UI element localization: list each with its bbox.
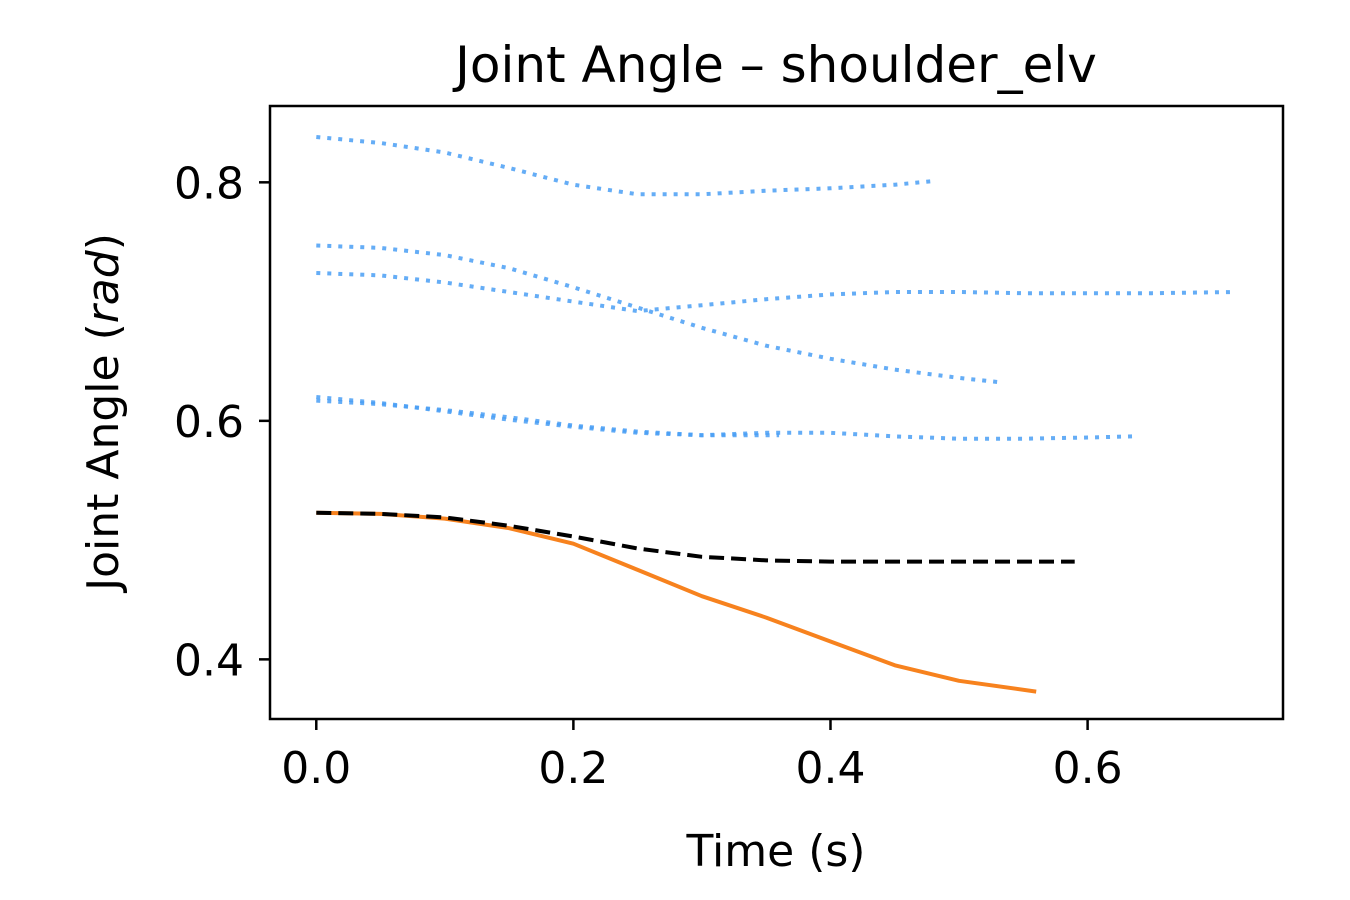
series-line-2 bbox=[316, 271, 1236, 314]
series-line-6 bbox=[316, 510, 1075, 564]
x-tick-label: 0.2 bbox=[538, 743, 608, 794]
y-axis-label-close: ) bbox=[78, 233, 129, 250]
series-line-5 bbox=[316, 510, 1037, 694]
y-tick-label: 0.6 bbox=[174, 397, 244, 448]
series-layer bbox=[316, 135, 1236, 694]
chart-title: Joint Angle – shoulder_elv bbox=[452, 36, 1097, 94]
y-tick-label: 0.4 bbox=[174, 635, 244, 686]
y-axis-label-unit: rad bbox=[78, 249, 129, 323]
series-line-0 bbox=[316, 135, 934, 197]
y-axis: 0.4 0.6 0.8 bbox=[174, 158, 270, 686]
x-axis-label: Time (s) bbox=[686, 826, 866, 877]
series-line-3 bbox=[316, 395, 1133, 441]
series-line-1 bbox=[316, 243, 1005, 385]
x-tick-label: 0.4 bbox=[796, 743, 866, 794]
series-line-4 bbox=[316, 398, 780, 438]
x-axis: 0.0 0.2 0.4 0.6 bbox=[281, 719, 1123, 794]
x-tick-label: 0.0 bbox=[281, 743, 351, 794]
x-tick-label: 0.6 bbox=[1053, 743, 1123, 794]
plot-frame bbox=[268, 104, 1285, 721]
y-tick-label: 0.8 bbox=[174, 158, 244, 209]
y-axis-label-main: Joint Angle ( bbox=[78, 323, 129, 594]
y-axis-label: Joint Angle (rad) bbox=[78, 233, 129, 594]
